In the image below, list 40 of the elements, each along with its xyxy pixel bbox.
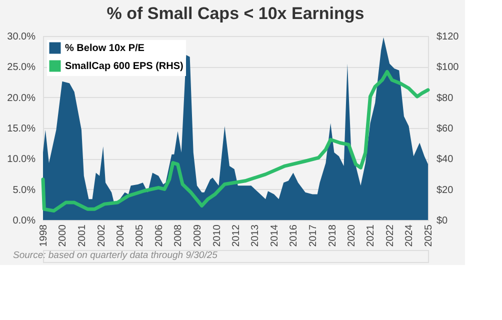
x-tick-label: 2008 <box>173 224 184 247</box>
y-tick-label: 0.0% <box>12 216 36 226</box>
x-tick-label: 2022 <box>385 224 396 247</box>
y2-tick-label: $60 <box>436 124 454 134</box>
x-tick-label: 2017 <box>308 224 319 247</box>
x-tick-label: 2025 <box>424 224 434 247</box>
x-tick-label: 2012 <box>230 224 242 247</box>
x-tick-label: 2005 <box>134 224 146 247</box>
y-tick-label: 10.0% <box>7 154 36 166</box>
y-tick-label: 5.0% <box>12 184 36 196</box>
x-tick-label: 2002 <box>96 224 108 247</box>
x-tick-label: 2004 <box>115 224 126 247</box>
y2-tick-label: $0 <box>436 216 448 226</box>
x-tick-label: 1998 <box>38 224 50 247</box>
legend-label: % Below 10x P/E <box>65 43 145 54</box>
x-tick-label: 2024 <box>404 224 416 247</box>
chart-title: % of Small Caps < 10x Earnings <box>106 4 364 23</box>
x-tick-label: 2006 <box>154 224 166 247</box>
y2-tick-label: $100 <box>436 62 460 74</box>
x-tick-label: 2000 <box>58 224 69 247</box>
x-tick-label: 2020 <box>346 224 358 247</box>
y2-tick-label: $80 <box>436 92 454 104</box>
x-tick-label: 2013 <box>250 224 262 247</box>
x-tick-label: 2001 <box>76 224 88 247</box>
source-note: Source: based on quarterly data through 9/30/25 <box>13 250 218 261</box>
x-tick-label: 2021 <box>366 224 377 247</box>
line-series <box>41 70 430 213</box>
y-tick-label: 30.0% <box>7 32 36 42</box>
x-tick-label: 2014 <box>270 224 281 247</box>
x-tick-label: 2009 <box>192 224 204 247</box>
x-tick-label: 2016 <box>288 224 300 247</box>
y-tick-label: 15.0% <box>7 124 36 134</box>
y-tick-label: 20.0% <box>7 92 36 104</box>
x-tick-label: 2010 <box>212 224 223 247</box>
y2-tick-label: $20 <box>436 184 454 196</box>
y2-tick-label: $120 <box>436 32 460 42</box>
y-tick-label: 25.0% <box>7 62 36 74</box>
x-tick-label: 2018 <box>327 224 338 247</box>
legend-label: SmallCap 600 EPS (RHS) <box>65 61 184 72</box>
y2-tick-label: $40 <box>436 154 454 166</box>
